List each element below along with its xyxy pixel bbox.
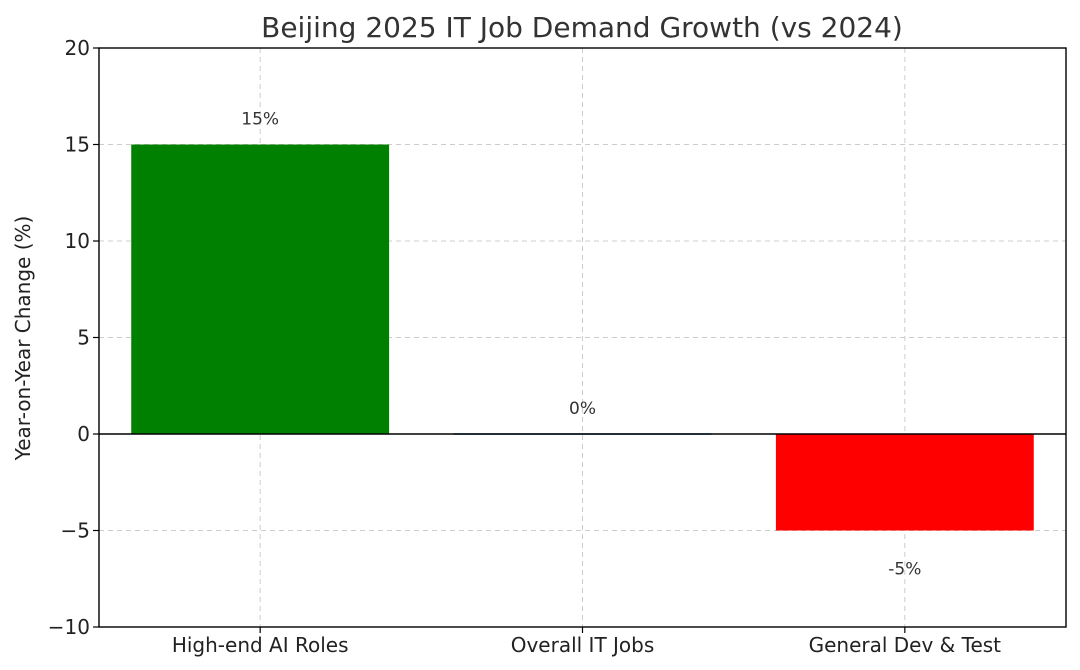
y-axis-label: Year-on-Year Change (%) (11, 216, 35, 462)
x-tick-label: General Dev & Test (809, 633, 1002, 657)
bar (775, 434, 1034, 531)
x-axis-ticks: High-end AI Roles Overall IT Jobs General … (172, 627, 1001, 657)
y-tick-label: 15 (65, 133, 90, 157)
y-tick-label: 5 (77, 326, 90, 350)
data-label: 15% (241, 110, 279, 130)
y-axis-ticks: −10 −5 0 5 10 15 20 (48, 36, 99, 639)
y-tick-label: 20 (65, 36, 90, 60)
chart-title: Beijing 2025 IT Job Demand Growth (vs 20… (261, 11, 903, 44)
data-labels: 15% 0% -5% (241, 110, 921, 580)
x-tick-label: Overall IT Jobs (511, 633, 655, 657)
bar-layer (131, 144, 1034, 531)
y-tick-label: 10 (65, 229, 90, 253)
bar (131, 144, 390, 434)
data-label: -5% (888, 560, 921, 580)
y-tick-label: −5 (61, 519, 90, 543)
data-label: 0% (569, 399, 596, 419)
x-tick-label: High-end AI Roles (172, 633, 349, 657)
y-tick-label: 0 (77, 422, 90, 446)
y-tick-label: −10 (48, 615, 90, 639)
